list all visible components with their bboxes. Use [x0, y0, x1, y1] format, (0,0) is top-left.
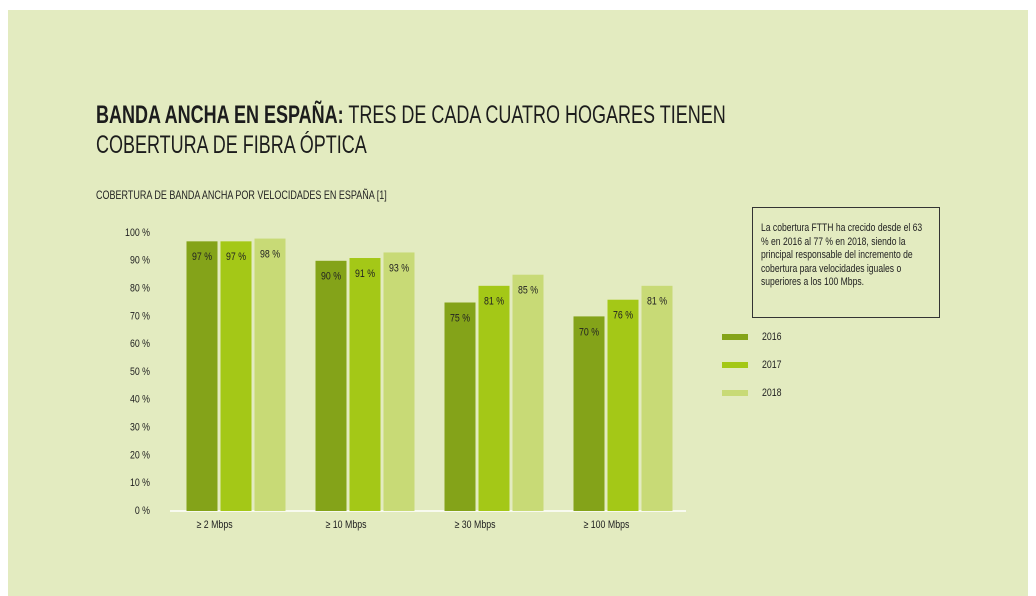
legend-swatch [722, 362, 748, 368]
value-label: 70 % [579, 326, 599, 338]
y-tick-label: 50 % [130, 366, 150, 378]
y-tick-label: 80 % [130, 283, 150, 295]
bar [383, 252, 415, 511]
bar [186, 241, 218, 511]
value-label: 91 % [355, 268, 375, 280]
legend-label: 2016 [762, 331, 782, 343]
bar [220, 241, 252, 511]
value-label: 97 % [192, 251, 212, 263]
bar [512, 274, 544, 511]
value-label: 81 % [647, 296, 667, 308]
legend-swatch [722, 334, 748, 340]
annotation-box: La cobertura FTTH ha crecido desde el 63… [752, 207, 940, 318]
bar [607, 299, 639, 511]
bar [254, 238, 286, 511]
y-tick-label: 100 % [125, 227, 150, 239]
bar [444, 302, 476, 511]
x-tick-label: ≥ 2 Mbps [197, 519, 233, 531]
y-tick-label: 30 % [130, 422, 150, 434]
legend-label: 2018 [762, 387, 782, 399]
value-label: 90 % [321, 271, 341, 283]
x-tick-label: ≥ 10 Mbps [326, 519, 367, 531]
annotation: La cobertura FTTH ha crecido desde el 63… [761, 222, 923, 288]
bar [478, 285, 510, 511]
bar [573, 316, 605, 511]
bar [641, 285, 673, 511]
bar [349, 258, 381, 511]
y-tick-label: 0 % [135, 505, 150, 517]
x-tick-label: ≥ 30 Mbps [455, 519, 496, 531]
value-label: 85 % [518, 285, 538, 297]
y-tick-label: 60 % [130, 338, 150, 350]
value-label: 98 % [260, 249, 280, 261]
value-label: 93 % [389, 263, 409, 275]
x-tick-label: ≥ 100 Mbps [584, 519, 630, 531]
bar [315, 260, 347, 511]
value-label: 97 % [226, 251, 246, 263]
chart-subtitle: COBERTURA DE BANDA ANCHA POR VELOCIDADES… [96, 188, 387, 202]
chart-title: BANDA ANCHA EN ESPAÑA: TRES DE CADA CUAT… [96, 100, 816, 160]
legend-label: 2017 [762, 359, 782, 371]
value-label: 81 % [484, 296, 504, 308]
value-label: 76 % [613, 310, 633, 322]
y-tick-label: 90 % [130, 255, 150, 267]
value-label: 75 % [450, 313, 470, 325]
y-tick-label: 20 % [130, 449, 150, 461]
legend-swatch [722, 390, 748, 396]
y-tick-label: 40 % [130, 394, 150, 406]
title-text: TRES DE CADA CUATRO HOGARES TIENEN COBER… [96, 101, 726, 159]
y-tick-label: 70 % [130, 310, 150, 322]
title-lead: BANDA ANCHA EN ESPAÑA: [96, 101, 344, 129]
y-tick-label: 10 % [130, 477, 150, 489]
